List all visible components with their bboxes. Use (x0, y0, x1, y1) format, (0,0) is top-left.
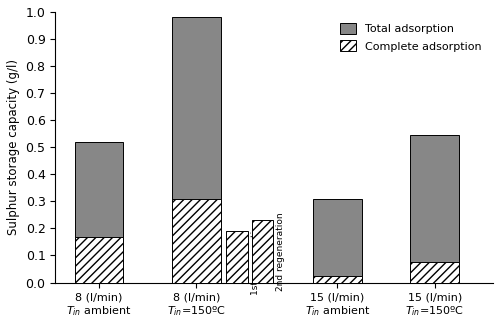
Bar (172, 17, 220, 282)
Legend: Total adsorption, Complete adsorption: Total adsorption, Complete adsorption (334, 18, 488, 57)
Bar (252, 220, 273, 282)
Y-axis label: Sulphur storage capacity (g/l): Sulphur storage capacity (g/l) (7, 59, 20, 235)
Bar (74, 142, 124, 282)
Bar (172, 199, 220, 282)
Bar (313, 276, 362, 282)
Bar (74, 237, 124, 282)
Bar (313, 199, 362, 282)
Bar (410, 135, 459, 282)
Bar (410, 262, 459, 282)
Text: 1st regeneration: 1st regeneration (251, 219, 260, 294)
Bar (226, 231, 248, 282)
Text: 2nd regeneration: 2nd regeneration (276, 212, 285, 291)
